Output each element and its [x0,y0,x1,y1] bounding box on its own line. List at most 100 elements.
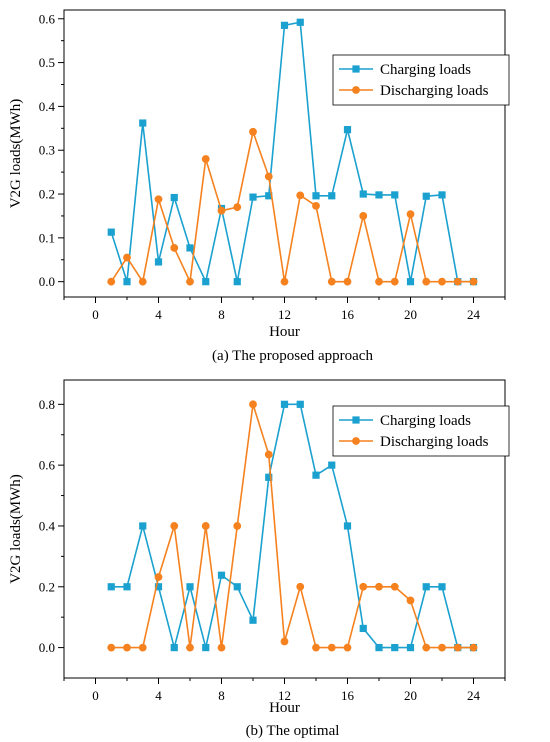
discharging-point [312,643,320,652]
discharging-point [375,582,383,591]
y-tick-label: 0.2 [39,187,55,202]
x-tick-label: 8 [218,688,225,703]
legend-discharging-marker [352,437,360,445]
charging-series-line [111,403,474,649]
discharging-point [233,203,242,212]
discharging-point [375,277,383,286]
charging-point [375,643,383,652]
discharging-point [170,244,179,252]
discharging-point [359,582,368,591]
discharging-point [453,643,462,652]
charging-point [139,119,147,127]
discharging-point [296,191,305,200]
discharging-point [359,212,368,220]
discharging-point [280,277,289,286]
discharging-point [186,643,194,652]
charging-point [265,473,273,481]
x-tick-label: 8 [218,307,225,322]
legend-box [332,54,510,106]
discharging-point [233,522,242,530]
y-tick-label: 0.0 [39,274,55,289]
charging-point [328,461,336,469]
charging-point [202,643,210,652]
discharging-point [249,127,257,136]
discharging-point [264,172,273,181]
discharging-point [327,643,336,652]
discharging-point [154,195,163,204]
charging-point [249,193,257,201]
discharging-point [469,643,478,652]
discharging-point [343,277,352,286]
discharging-point [296,582,305,591]
discharging-point [422,643,431,652]
discharging-point [312,201,320,210]
charging-point [107,228,115,236]
charging-point [154,583,163,591]
charging-point [265,192,273,200]
legend: Charging loads Discharging loads [332,405,510,457]
discharging-point [469,277,478,286]
charging-point [391,191,399,199]
charging-point [375,191,383,199]
discharging-point [107,643,116,652]
charging-point [312,471,320,479]
charging-point [154,258,163,266]
y-tick-label: 0.2 [39,579,55,594]
legend-discharging-marker [352,86,360,94]
charging-point [217,571,226,579]
charging-point [249,616,257,624]
x-tick-label: 20 [404,688,417,703]
discharging-point [249,400,257,409]
charging-point [296,18,304,26]
discharging-series-line [110,131,474,283]
discharging-point [186,277,194,286]
discharging-point [264,450,273,459]
charging-point [280,21,289,29]
discharging-point [217,643,226,652]
charging-point [280,400,289,408]
charging-point [123,278,131,286]
discharging-point [453,277,462,286]
charging-point [139,522,147,530]
discharging-point [327,277,336,286]
chart-caption: (a) The proposed approach [212,348,373,364]
discharging-point [201,155,210,163]
charging-point [343,126,352,134]
x-tick-label: 24 [467,688,481,703]
discharging-point [138,643,147,652]
discharging-point [390,582,399,591]
charging-point [406,278,415,286]
y-tick-label: 0.3 [39,143,55,158]
x-tick-label: 20 [404,307,417,322]
charging-point [296,400,304,408]
charging-point [170,193,178,202]
legend-discharging-label: Discharging loads [380,434,489,450]
discharging-point [422,277,431,286]
y-axis-title: V2G loads(MWh) [8,474,24,584]
y-tick-label: 0.6 [39,11,56,26]
charging-point [438,191,446,199]
charging-point [343,522,352,530]
charging-point [312,192,320,200]
discharging-series-line [111,403,474,649]
charging-point [107,583,115,591]
legend-discharging-label: Discharging loads [380,83,489,99]
charging-point [186,244,194,252]
discharging-point [154,573,163,581]
x-tick-label: 24 [467,307,481,322]
x-tick-label: 16 [341,688,355,703]
legend-charging-label: Charging loads [380,62,471,78]
discharging-point [123,253,131,262]
legend-charging-marker [352,65,360,73]
x-tick-label: 0 [92,688,99,703]
y-tick-label: 0.4 [39,99,56,114]
chart-panel-b: 0 4 8 12 16 20 24 0.0 0.2 0.4 0.6 0.8 Hour V2G loads(… [8,379,510,739]
x-tick-label: 12 [278,307,291,322]
discharging-point [201,522,210,530]
y-tick-label: 0.1 [39,230,55,245]
y-tick-label: 0.5 [39,55,55,70]
y-tick-label: 0.8 [39,397,55,412]
chart-panel-a: 0 4 8 12 16 20 24 0.0 0.1 0.2 0.3 0.4 0.5 0.6 Hour V2G … [8,9,510,364]
charging-point [422,192,430,200]
